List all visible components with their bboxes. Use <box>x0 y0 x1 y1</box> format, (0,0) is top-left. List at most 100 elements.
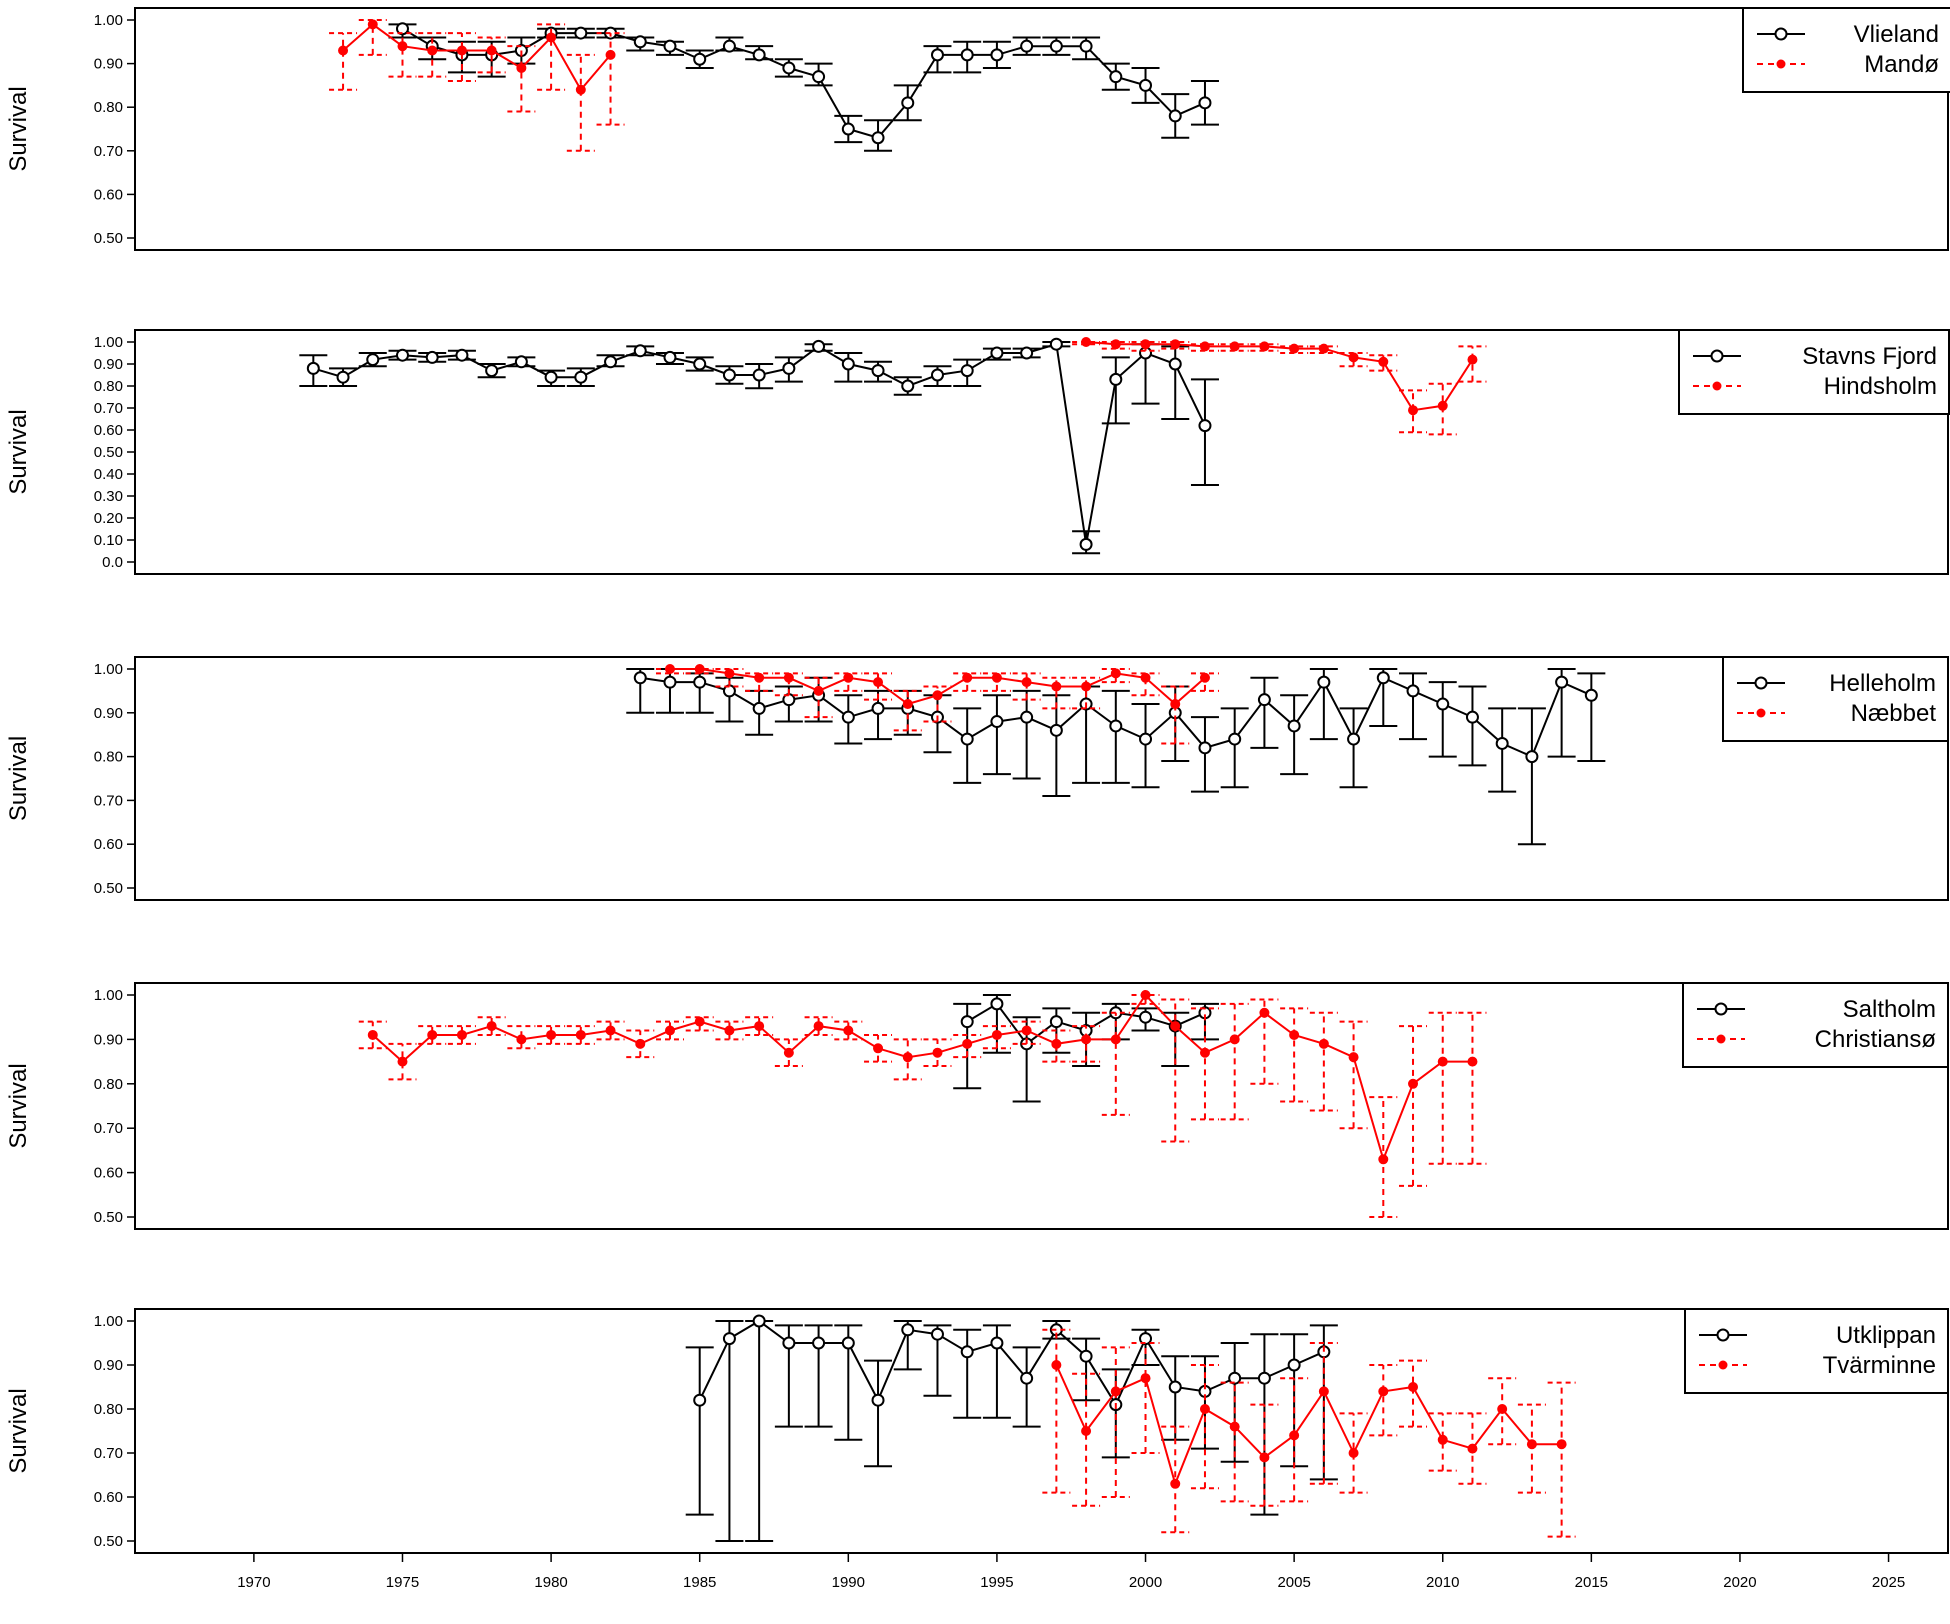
data-point <box>664 664 675 674</box>
data-point <box>1110 339 1121 350</box>
y-tick-label: 0.90 <box>94 56 123 73</box>
y-axis: 0.50 0.60 0.70 0.80 0.90 1.00 Survival <box>5 12 135 247</box>
data-point <box>901 1323 915 1337</box>
x-tick-label: 2000 <box>1129 1574 1162 1591</box>
data-point <box>1168 109 1182 123</box>
data-point <box>752 701 766 715</box>
data-point <box>1259 1452 1270 1463</box>
data-point <box>1465 710 1479 724</box>
data-point <box>338 45 349 56</box>
data-point <box>1556 1439 1567 1450</box>
data-point <box>783 1047 794 1058</box>
data-point <box>754 1021 765 1032</box>
data-point <box>1021 677 1032 688</box>
data-point <box>546 1029 557 1040</box>
data-point <box>1318 1386 1329 1397</box>
data-point <box>366 353 380 367</box>
data-point <box>990 1336 1004 1350</box>
data-point <box>336 370 350 384</box>
data-point <box>782 361 796 375</box>
data-point <box>633 671 647 685</box>
series-n-bbet <box>655 664 1219 745</box>
data-point <box>960 1345 974 1359</box>
data-point <box>1259 341 1270 352</box>
y-tick-label: 1.00 <box>94 1313 123 1330</box>
data-point <box>1109 70 1123 84</box>
data-point <box>427 45 438 56</box>
data-point <box>1049 723 1063 737</box>
data-point <box>1170 339 1181 350</box>
legend-label: Saltholm <box>1843 996 1936 1023</box>
data-point <box>782 1336 796 1350</box>
data-point <box>1081 337 1092 347</box>
data-point <box>841 122 855 136</box>
legend-label: Tvärminne <box>1823 1352 1936 1379</box>
series-christians- <box>358 990 1487 1218</box>
data-point <box>813 685 824 696</box>
y-axis-title: Survival <box>5 1388 32 1473</box>
data-point <box>663 675 677 689</box>
data-point <box>1526 1439 1537 1450</box>
x-tick-label: 1980 <box>534 1574 567 1591</box>
data-point <box>1140 1373 1151 1384</box>
y-tick-label: 0.60 <box>94 836 123 853</box>
data-point <box>397 1056 408 1067</box>
legend-marker <box>1716 1034 1726 1044</box>
data-point <box>1049 39 1063 53</box>
data-point <box>902 699 913 710</box>
data-point <box>1139 1010 1153 1024</box>
series-line <box>342 23 612 92</box>
data-point <box>1140 990 1151 1000</box>
panel-3: 0.50 0.60 0.70 0.80 0.90 1.00 Survival Hellehol… <box>5 656 1949 901</box>
data-point <box>367 1029 378 1040</box>
data-point <box>1437 1056 1448 1067</box>
data-point <box>724 1025 735 1036</box>
series-vlieland <box>388 22 1219 152</box>
y-tick-label: 0.90 <box>94 1031 123 1048</box>
data-point <box>485 364 499 378</box>
y-tick-label: 0.70 <box>94 143 123 160</box>
data-point <box>841 357 855 371</box>
data-point <box>456 1029 467 1040</box>
y-tick-label: 0.90 <box>94 1357 123 1374</box>
data-point <box>1257 693 1271 707</box>
data-point <box>1437 400 1448 411</box>
data-point <box>1289 1430 1300 1441</box>
series-mand- <box>329 19 625 152</box>
y-tick-label: 1.00 <box>94 12 123 29</box>
data-point <box>1110 668 1121 679</box>
data-point <box>962 672 973 683</box>
data-point <box>1436 697 1450 711</box>
data-point <box>663 350 677 364</box>
data-point <box>633 344 647 358</box>
data-point <box>990 48 1004 62</box>
data-point <box>1051 681 1062 692</box>
legend-label: Næbbet <box>1851 700 1937 727</box>
data-point <box>932 1047 943 1058</box>
legend-box <box>1722 656 1949 742</box>
data-point <box>722 39 736 53</box>
data-point <box>841 710 855 724</box>
data-point <box>694 1016 705 1027</box>
data-point <box>1020 346 1034 360</box>
data-point <box>605 1025 616 1036</box>
series-line <box>372 993 1473 1163</box>
legend-label: Utklippan <box>1836 1322 1936 1349</box>
data-point <box>960 48 974 62</box>
data-point <box>1140 339 1151 350</box>
data-point <box>1348 1052 1359 1063</box>
legend-marker <box>1776 59 1786 69</box>
legend-box <box>1742 7 1950 93</box>
data-point <box>1495 736 1509 750</box>
data-point <box>1139 1332 1153 1346</box>
data-point <box>1317 675 1331 689</box>
data-point <box>1081 1034 1092 1045</box>
data-point <box>1289 1029 1300 1040</box>
series-utklippan <box>685 1314 1338 1542</box>
data-point <box>455 348 469 362</box>
data-point <box>901 96 915 110</box>
plot-frame <box>134 1308 1949 1554</box>
data-point <box>693 675 707 689</box>
data-point <box>752 368 766 382</box>
y-tick-label: 0.10 <box>94 532 123 549</box>
